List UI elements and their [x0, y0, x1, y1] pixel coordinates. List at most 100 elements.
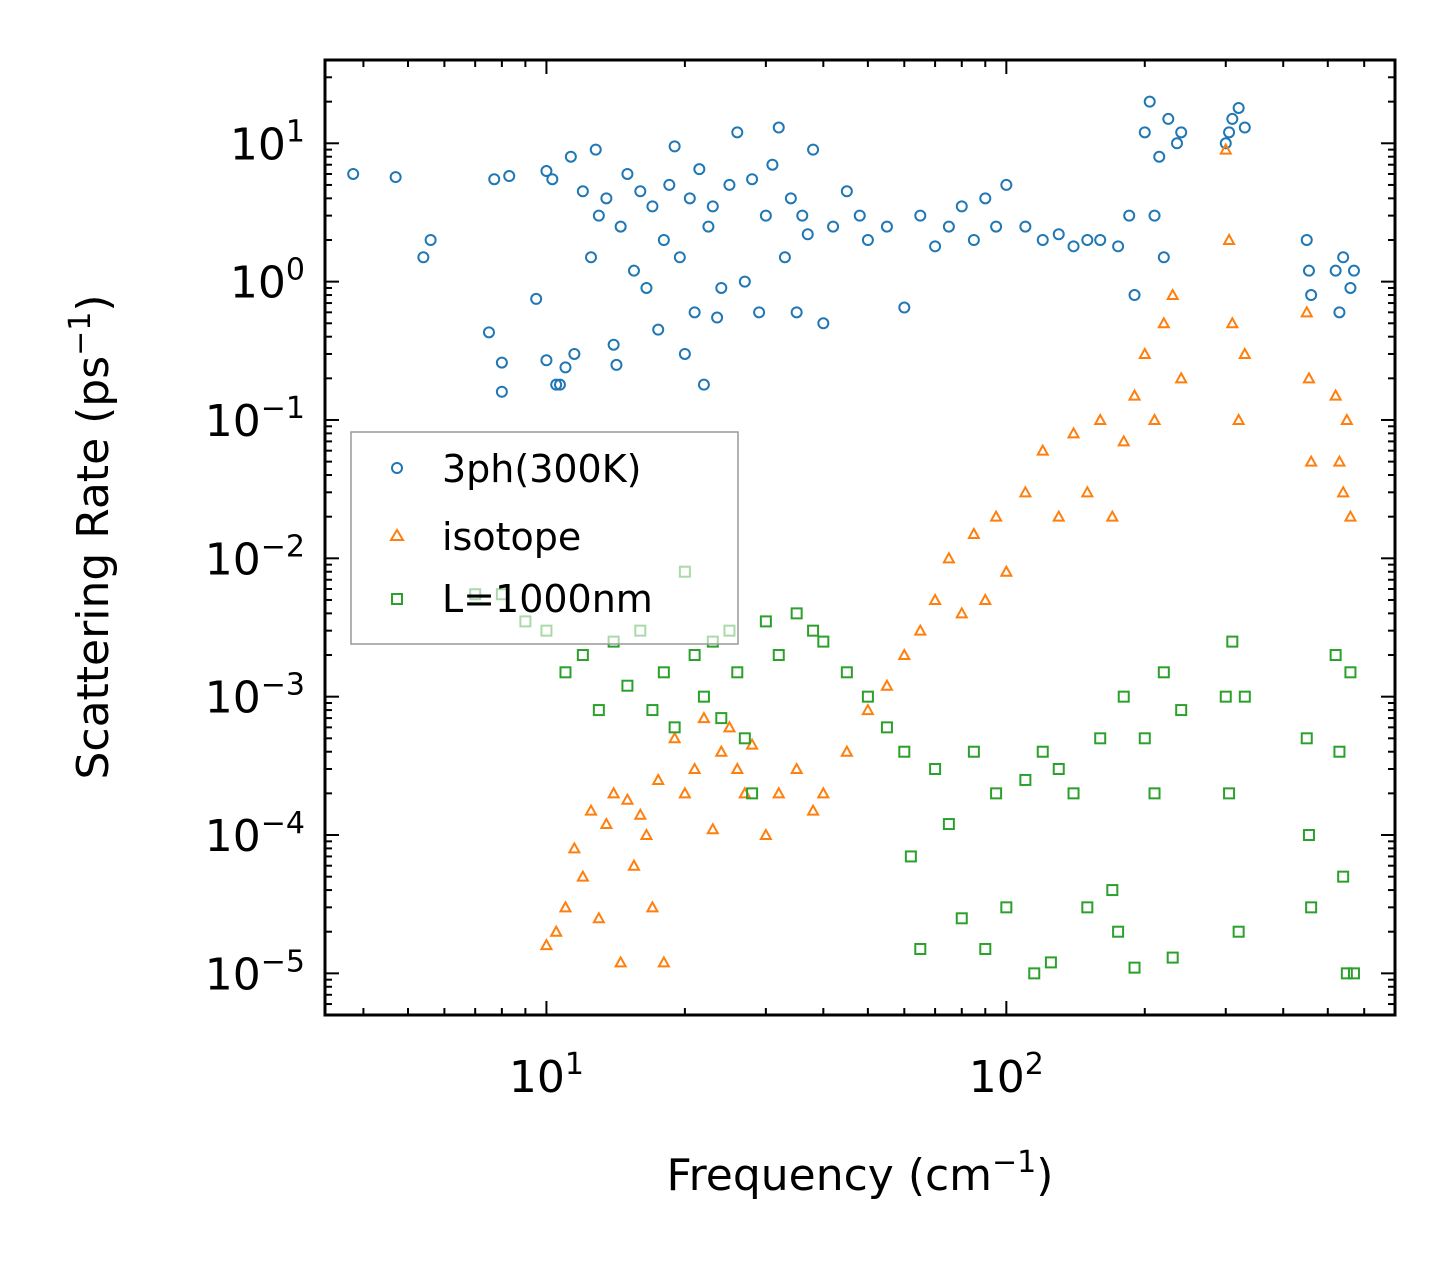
data-point	[633, 807, 648, 820]
data-point	[861, 233, 874, 246]
data-point	[898, 745, 911, 758]
data-point	[389, 171, 402, 184]
data-point	[1329, 649, 1342, 662]
data-point	[1052, 228, 1065, 241]
data-point	[1044, 956, 1057, 969]
data-point	[645, 900, 660, 913]
data-point	[989, 509, 1003, 522]
data-point	[759, 827, 773, 841]
data-point	[657, 666, 670, 679]
data-point	[1300, 233, 1313, 246]
data-point	[778, 251, 791, 264]
data-point	[550, 378, 563, 391]
y-tick-label: 10−1	[205, 391, 305, 447]
data-point	[1138, 732, 1151, 745]
data-point	[568, 347, 581, 360]
data-point	[853, 209, 866, 222]
data-point	[942, 818, 955, 831]
data-point	[1081, 901, 1094, 914]
data-point	[1066, 426, 1081, 439]
data-point	[657, 955, 671, 968]
data-point	[1148, 209, 1161, 222]
data-point	[621, 679, 634, 692]
data-point	[610, 358, 623, 371]
data-point	[1336, 485, 1350, 498]
data-point	[614, 220, 627, 233]
data-point	[640, 281, 653, 294]
data-point	[620, 792, 635, 805]
data-point	[1036, 233, 1049, 246]
data-point	[738, 732, 751, 745]
data-point	[897, 647, 912, 661]
data-point	[1333, 306, 1346, 319]
data-point	[738, 275, 751, 288]
data-point	[840, 666, 853, 679]
data-point	[784, 192, 797, 205]
data-point	[646, 200, 659, 213]
data-point	[558, 900, 573, 913]
legend-marker-square	[391, 593, 403, 605]
data-point	[613, 955, 628, 968]
data-point	[1166, 951, 1179, 964]
data-point	[564, 150, 577, 163]
data-point	[697, 711, 711, 724]
data-point	[1337, 251, 1350, 264]
data-point	[559, 666, 572, 679]
data-point	[723, 178, 736, 191]
data-point	[827, 220, 840, 233]
legend-marker-circle	[391, 462, 403, 474]
data-point	[1305, 901, 1318, 914]
data-point	[1112, 925, 1125, 938]
data-point	[880, 220, 893, 233]
data-point	[840, 744, 854, 757]
data-point	[1165, 287, 1180, 301]
data-point	[772, 649, 785, 662]
legend-label-isotope: isotope	[442, 515, 581, 559]
data-point	[715, 281, 728, 294]
data-point	[651, 772, 665, 785]
data-point	[673, 251, 686, 264]
data-point	[634, 185, 647, 198]
data-point	[1148, 787, 1161, 800]
data-point	[942, 551, 956, 564]
data-point	[928, 592, 942, 605]
data-point	[1157, 251, 1170, 264]
data-point	[1302, 829, 1315, 842]
data-point	[816, 786, 831, 799]
data-point	[1052, 763, 1065, 776]
data-point	[1000, 178, 1013, 191]
data-point	[652, 323, 665, 336]
data-point	[1219, 137, 1232, 150]
data-point	[929, 240, 942, 253]
data-point	[1036, 443, 1050, 456]
data-point	[627, 264, 640, 277]
data-point	[880, 721, 893, 734]
data-point	[1238, 346, 1252, 359]
x-tick-labels: 101 102	[509, 1047, 1044, 1103]
plot-frame	[323, 58, 1397, 1017]
data-point	[1340, 412, 1354, 425]
data-point	[1157, 666, 1170, 679]
data-point	[702, 220, 715, 233]
x-tick-label: 102	[969, 1047, 1044, 1103]
data-point	[424, 233, 437, 246]
data-point	[678, 347, 691, 360]
data-point	[495, 356, 508, 369]
y-tick-label: 10−5	[205, 944, 305, 1000]
data-point	[1329, 264, 1342, 277]
data-point	[772, 121, 785, 134]
data-point	[488, 173, 501, 186]
data-point	[683, 192, 696, 205]
data-point	[766, 158, 779, 171]
data-point	[706, 822, 720, 835]
data-point	[1340, 967, 1353, 980]
data-point	[599, 816, 614, 830]
data-point	[706, 200, 719, 213]
data-point	[688, 306, 701, 319]
data-point	[553, 378, 566, 391]
data-point	[592, 209, 605, 222]
data-point	[942, 220, 955, 233]
data-point	[668, 140, 681, 153]
data-point	[1080, 485, 1095, 498]
data-point	[730, 761, 744, 775]
